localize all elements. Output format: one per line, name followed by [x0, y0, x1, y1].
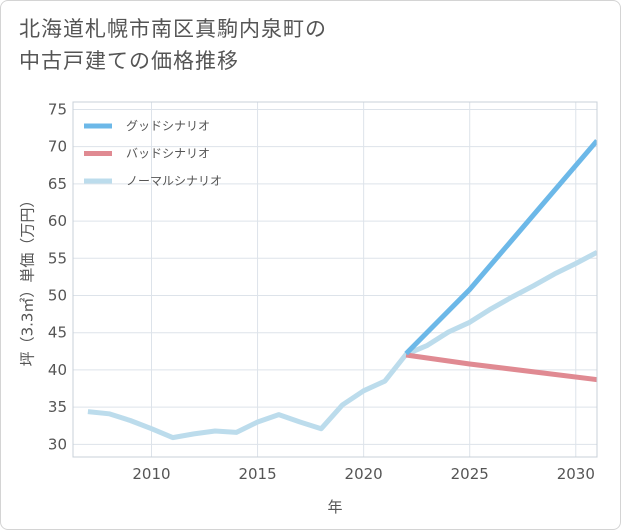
series-line-2: [87, 250, 597, 441]
x-tick-label-2030: 2030: [557, 465, 595, 483]
chart-title: 北海道札幌市南区真駒内泉町の 中古戸建ての価格推移: [19, 13, 327, 77]
x-axis-label: 年: [327, 498, 342, 516]
axes: [72, 101, 598, 458]
series-line-0: [404, 139, 597, 356]
legend-label-2: ノーマルシナリオ: [126, 174, 222, 188]
x-tick-label-2015: 2015: [238, 465, 276, 483]
tick-labels: 30 35 40 45 50 55 60 65 70 75 2010 2015 2020 2025 2030: [48, 100, 595, 483]
y-tick-label-75: 75: [48, 100, 67, 118]
y-tick-label-35: 35: [48, 398, 67, 416]
y-tick-label-70: 70: [48, 138, 67, 156]
y-tick-label-65: 65: [48, 175, 67, 193]
series-line-1: [405, 352, 597, 383]
legend-label-0: グッドシナリオ: [126, 119, 210, 133]
y-axis-label: 坪（3.3㎡）単価（万円）: [19, 193, 37, 367]
chart-title-line2: 中古戸建ての価格推移: [19, 49, 239, 73]
y-tick-label-30: 30: [48, 435, 67, 453]
grid-lines: [73, 102, 597, 457]
series-lines: [87, 139, 597, 441]
x-tick-label-2020: 2020: [345, 465, 383, 483]
y-tick-label-45: 45: [48, 324, 67, 342]
chart-title-line1: 北海道札幌市南区真駒内泉町の: [19, 17, 327, 41]
y-tick-label-55: 55: [48, 249, 67, 267]
x-tick-label-2010: 2010: [132, 465, 170, 483]
plot-frame: [72, 101, 598, 458]
y-tick-label-60: 60: [48, 212, 67, 230]
x-tick-label-2025: 2025: [451, 465, 489, 483]
y-tick-label-40: 40: [48, 361, 67, 379]
y-tick-label-50: 50: [48, 287, 67, 305]
plot-area: [73, 102, 597, 457]
legend-label-1: バッドシナリオ: [126, 147, 210, 161]
